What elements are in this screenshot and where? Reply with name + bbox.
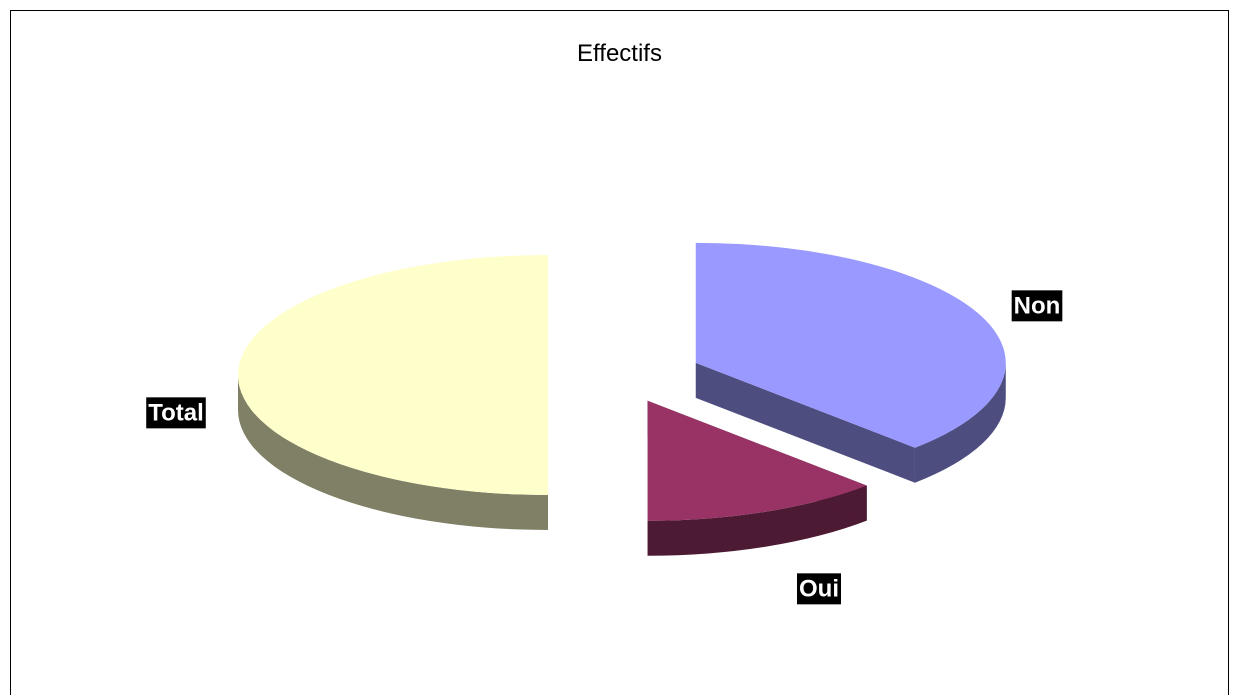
chart-area — [10, 10, 1229, 695]
data-label-bg-oui — [797, 573, 841, 605]
slice-non[interactable] — [695, 242, 1006, 448]
slice-side-oui — [647, 485, 867, 556]
slice-edge-non-1 — [695, 362, 915, 483]
slice-total[interactable] — [238, 255, 548, 495]
slice-oui[interactable] — [647, 400, 867, 521]
data-label-oui: Oui — [799, 575, 839, 602]
data-label-total: Total — [148, 399, 204, 426]
chart-title: Effectifs — [577, 40, 662, 67]
data-label-non: Non — [1014, 292, 1061, 319]
data-label-bg-total — [146, 397, 206, 429]
data-label-bg-non — [1011, 290, 1063, 322]
slice-side-non — [914, 362, 1006, 483]
slice-side-total — [238, 375, 548, 530]
